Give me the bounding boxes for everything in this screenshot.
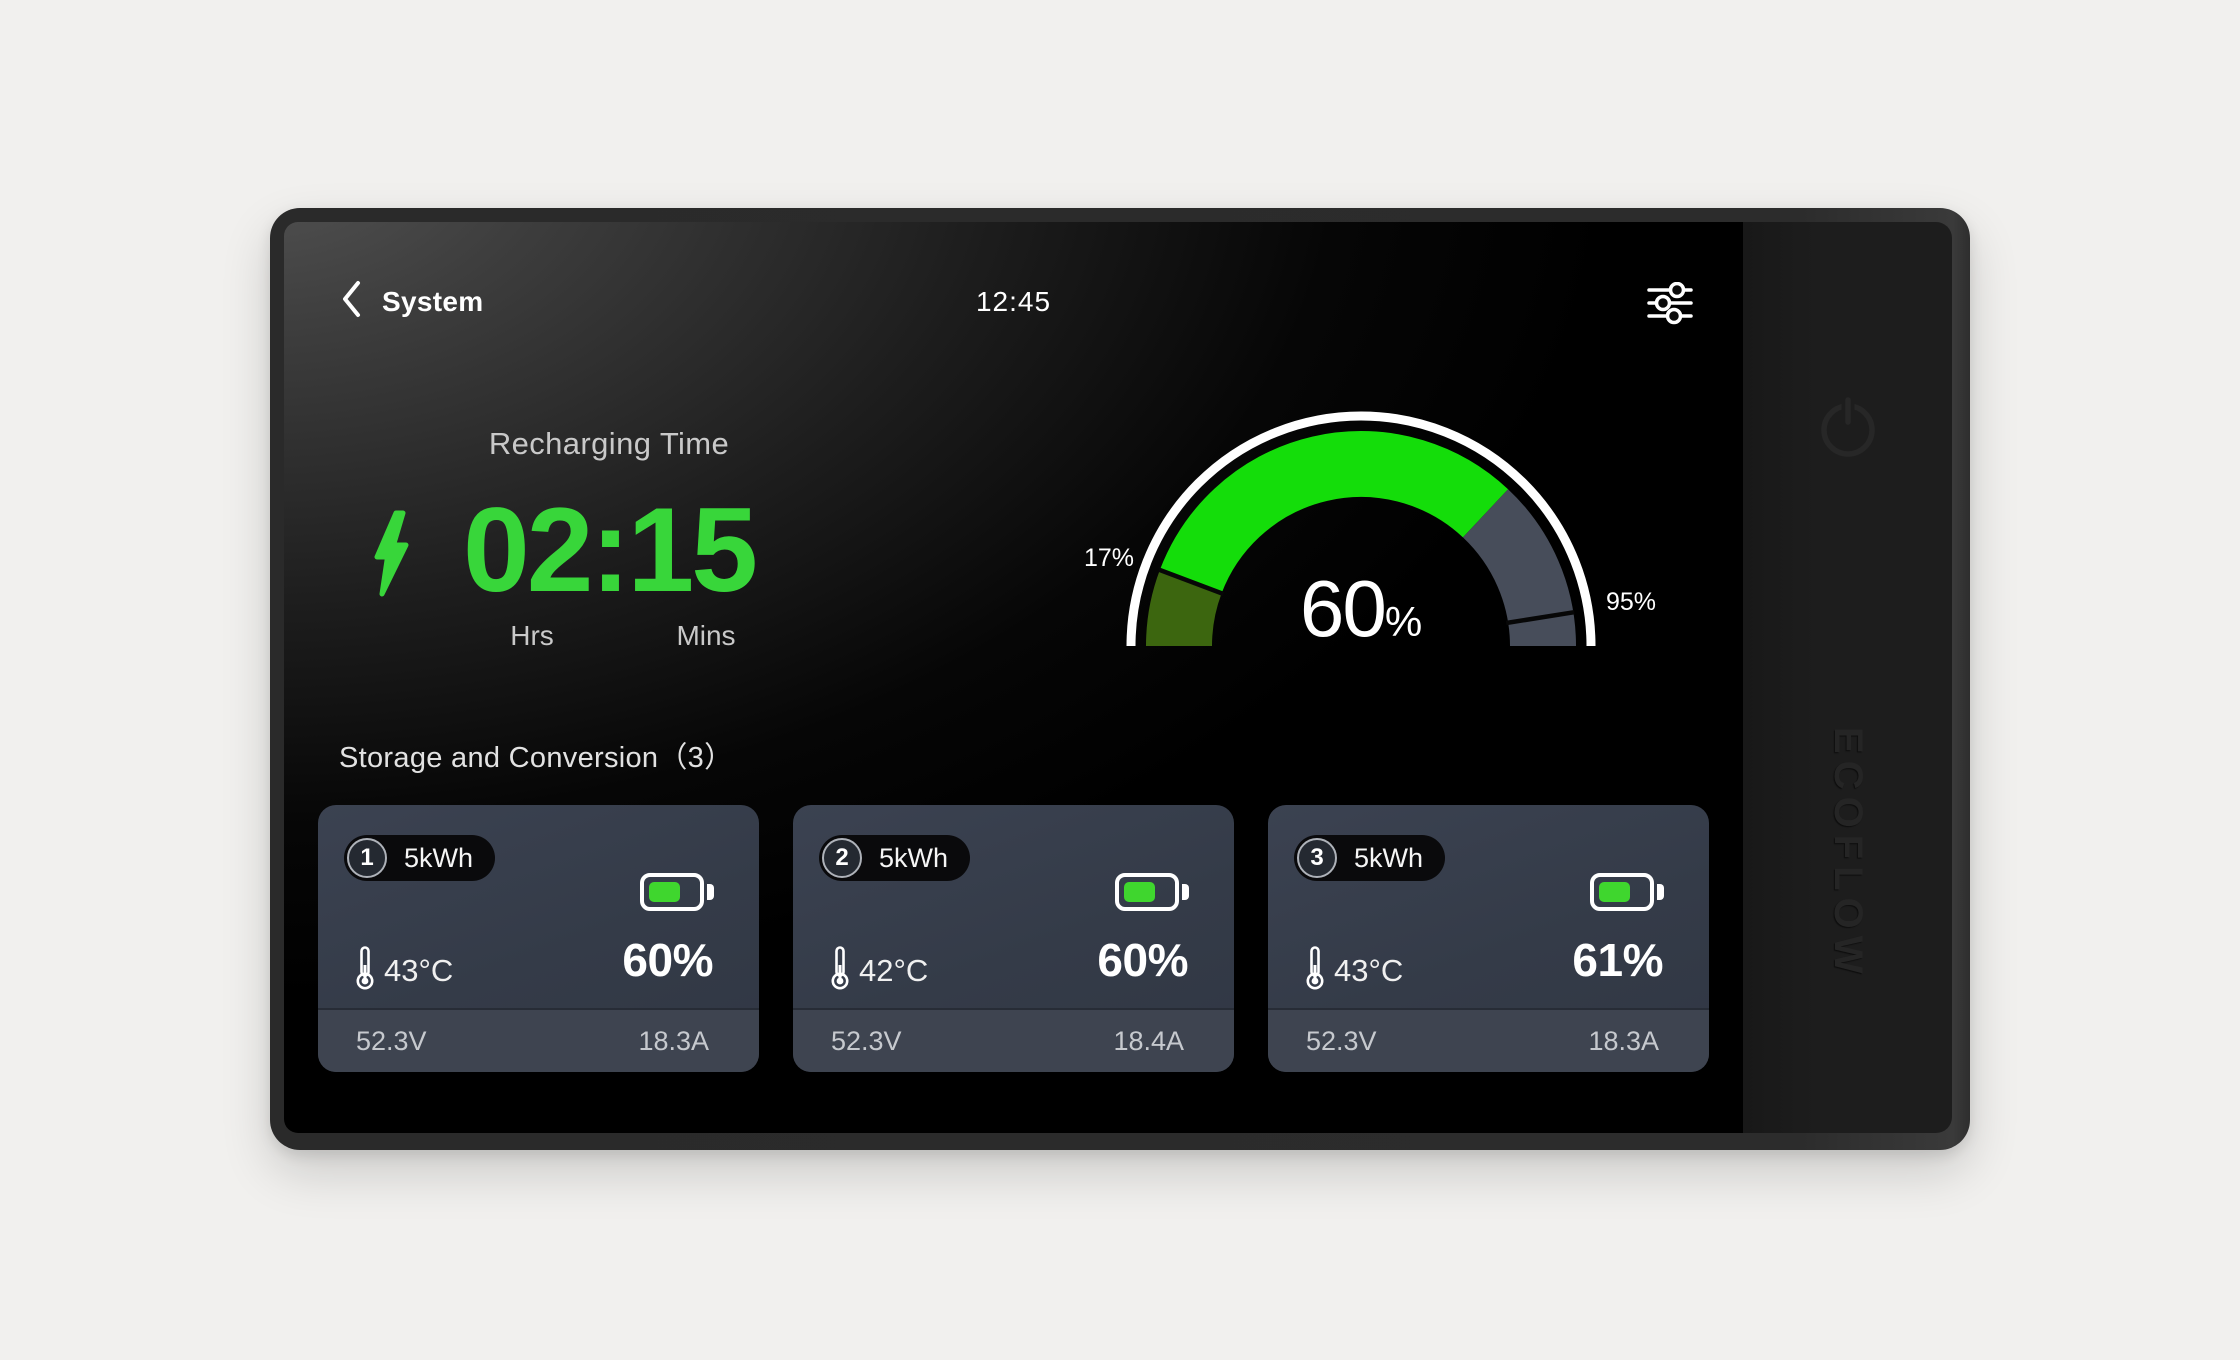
battery-percent: 61% xyxy=(1572,934,1663,986)
gauge-value: 60% xyxy=(1241,568,1481,673)
device-bezel: ECOFLOW xyxy=(1743,222,1952,1133)
battery-id-badge: 2 5kWh xyxy=(819,835,971,881)
battery-current: 18.4A xyxy=(1113,1025,1184,1056)
gauge-charge-segment xyxy=(1159,431,1509,594)
gauge-high-marker-line xyxy=(1505,609,1575,626)
battery-card-1[interactable]: 1 5kWh 43°C 60% 52.3V xyxy=(318,805,759,1072)
gauge-outer-ring xyxy=(1126,411,1596,647)
gauge-reserve-segment xyxy=(1145,570,1222,647)
battery-index: 1 xyxy=(347,838,387,878)
battery-card-3[interactable]: 3 5kWh 43°C 61% 52.3V xyxy=(1268,805,1709,1072)
battery-icon xyxy=(1115,873,1190,911)
back-button[interactable]: System xyxy=(340,280,483,323)
battery-card-footer: 52.3V 18.3A xyxy=(1268,1008,1709,1072)
settings-button[interactable] xyxy=(1646,281,1694,326)
minutes-label: Mins xyxy=(676,620,736,651)
ecoflow-power-kit-console: System 12:45 Recharging Time xyxy=(270,208,1970,1150)
recharging-title: Recharging Time xyxy=(488,426,730,461)
battery-capacity: 5kWh xyxy=(879,842,949,873)
battery-percent: 60% xyxy=(622,934,713,986)
battery-voltage: 52.3V xyxy=(1306,1025,1377,1056)
section-title: Storage and Conversion（3） xyxy=(339,742,734,774)
battery-temperature: 43°C xyxy=(1334,953,1404,988)
battery-icon xyxy=(640,873,715,911)
battery-id-badge: 3 5kWh xyxy=(1294,835,1446,881)
chevron-left-icon xyxy=(340,280,362,323)
gauge-low-marker-line xyxy=(1158,567,1225,597)
battery-card-list: 1 5kWh 43°C 60% 52.3V xyxy=(318,805,1709,1072)
page-title: System xyxy=(382,285,484,317)
battery-current: 18.3A xyxy=(638,1025,709,1056)
brand-logo: ECOFLOW xyxy=(1743,727,1952,980)
clock: 12:45 xyxy=(975,286,1052,317)
battery-temperature: 43°C xyxy=(384,953,454,988)
power-button[interactable] xyxy=(1815,394,1881,462)
battery-percent: 60% xyxy=(1097,934,1188,986)
hours-label: Hrs xyxy=(510,620,554,651)
battery-temperature: 42°C xyxy=(859,953,929,988)
battery-card-footer: 52.3V 18.3A xyxy=(318,1008,759,1072)
battery-index: 3 xyxy=(1297,838,1337,878)
gauge-value-unit: % xyxy=(1384,598,1423,645)
touchscreen: System 12:45 Recharging Time xyxy=(284,222,1743,1133)
battery-card-footer: 52.3V 18.4A xyxy=(793,1008,1234,1072)
brand-logo-text: ECOFLOW xyxy=(1826,727,1870,981)
battery-index: 2 xyxy=(822,838,862,878)
battery-capacity: 5kWh xyxy=(1354,842,1424,873)
recharging-time-value: 02:15 xyxy=(463,483,758,617)
thermometer-icon xyxy=(829,945,851,996)
thermometer-icon xyxy=(354,945,376,996)
gauge-high-marker-label: 95% xyxy=(1606,588,1657,616)
battery-voltage: 52.3V xyxy=(831,1025,902,1056)
power-icon xyxy=(1821,396,1875,457)
gauge-value-number: 60 xyxy=(1299,564,1387,653)
battery-icon xyxy=(1590,873,1665,911)
battery-voltage: 52.3V xyxy=(356,1025,427,1056)
lightning-bolt-icon xyxy=(369,510,411,603)
battery-capacity: 5kWh xyxy=(404,842,474,873)
gauge-remaining-segment xyxy=(1462,489,1576,647)
thermometer-icon xyxy=(1304,945,1326,996)
battery-card-2[interactable]: 2 5kWh 42°C 60% 52.3V xyxy=(793,805,1234,1072)
gauge-low-marker-label: 17% xyxy=(1083,544,1134,572)
sliders-icon xyxy=(1647,281,1693,325)
battery-current: 18.3A xyxy=(1588,1025,1659,1056)
battery-id-badge: 1 5kWh xyxy=(344,835,496,881)
battery-gauge xyxy=(1121,406,1601,661)
